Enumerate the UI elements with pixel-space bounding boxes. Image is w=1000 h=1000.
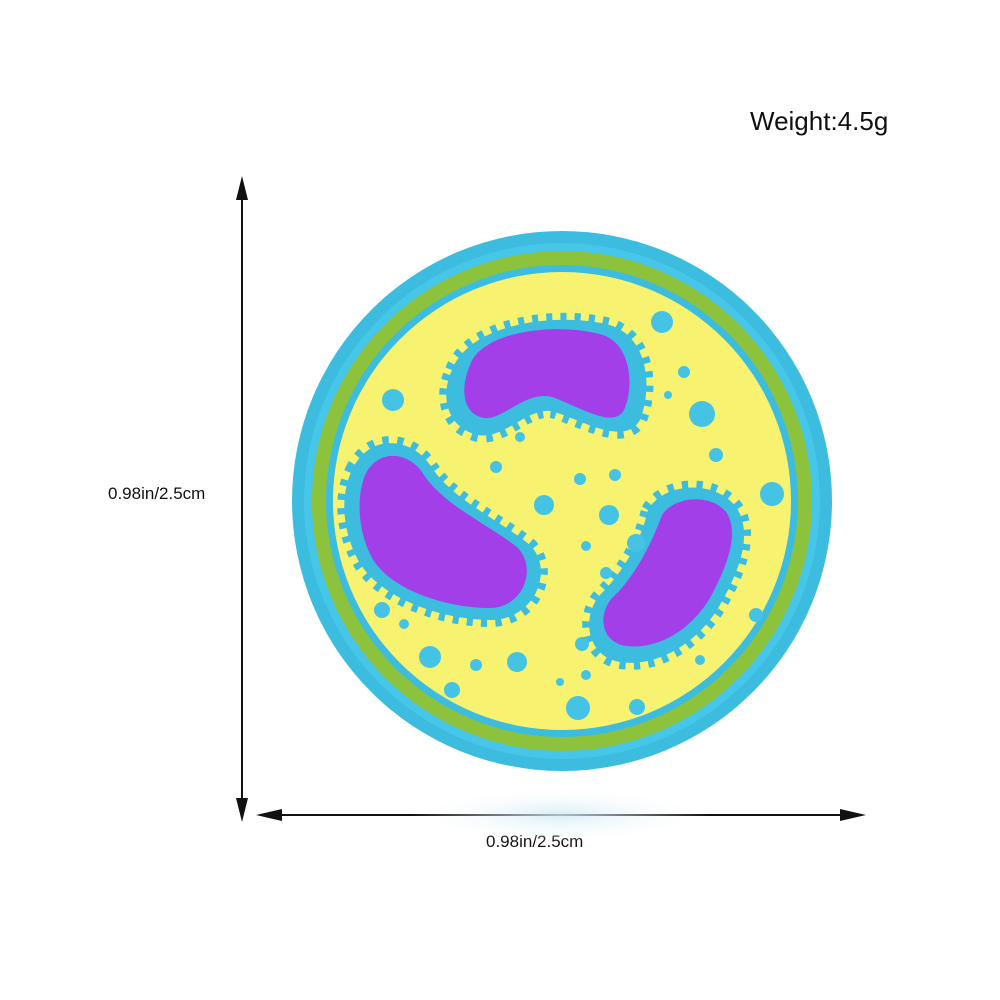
granules bbox=[374, 311, 784, 720]
vertical-dimension-arrow-icon bbox=[236, 176, 248, 822]
pin-reflection bbox=[410, 787, 710, 843]
enamel-pin-icon bbox=[292, 231, 832, 771]
nucleus-lobe-left bbox=[337, 436, 548, 627]
weight-label: Weight:4.5g bbox=[750, 106, 889, 136]
height-dimension-label: 0.98in/2.5cm bbox=[108, 484, 206, 503]
nucleus-lobe-right bbox=[582, 480, 752, 670]
nucleus-lobe-top bbox=[439, 312, 654, 443]
